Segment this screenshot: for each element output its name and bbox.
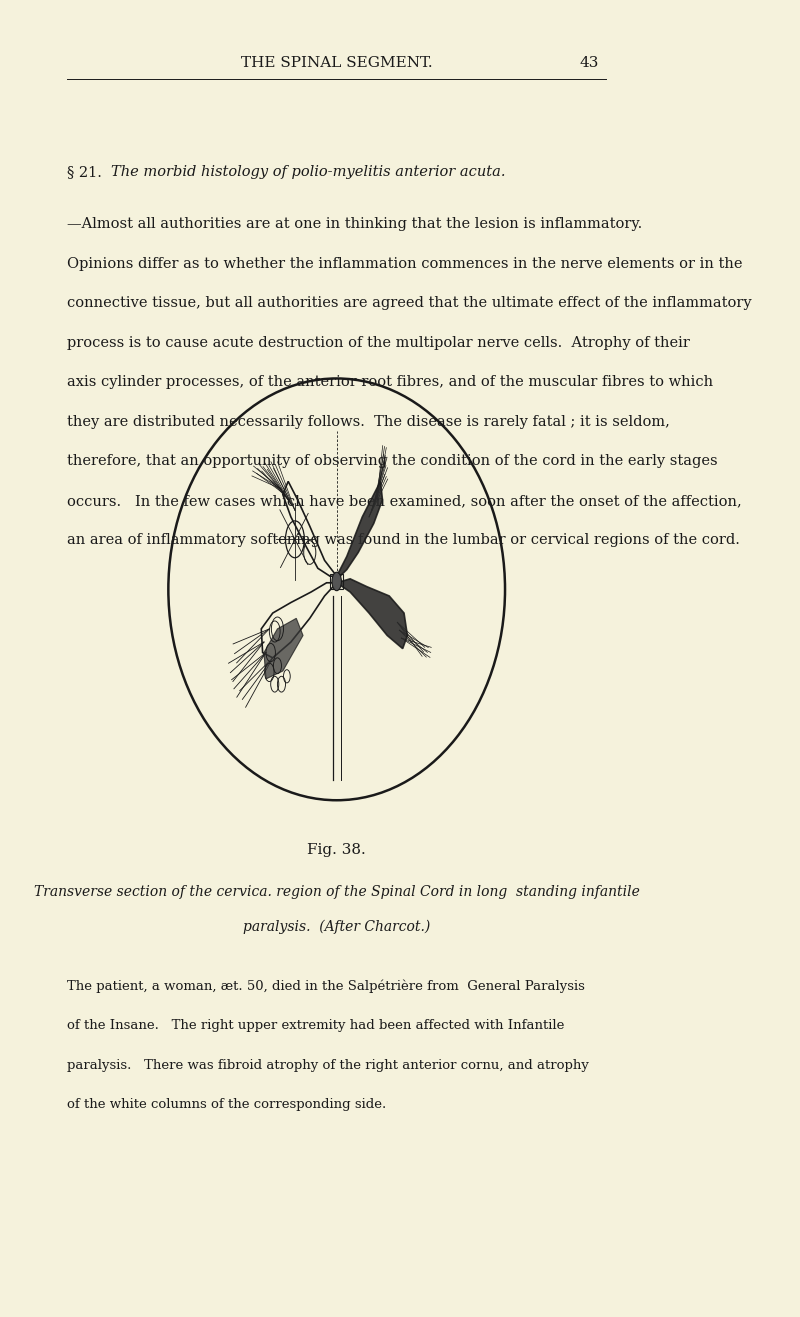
Text: § 21.: § 21. [67, 165, 111, 179]
Text: The morbid histology of polio-myelitis anterior acuta.: The morbid histology of polio-myelitis a… [111, 165, 506, 179]
Text: —Almost all authorities are at one in thinking that the lesion is inflammatory.: —Almost all authorities are at one in th… [67, 217, 642, 232]
Text: connective tissue, but all authorities are agreed that the ultimate effect of th: connective tissue, but all authorities a… [67, 296, 752, 311]
Text: occurs.   In the few cases which have been examined, soon after the onset of the: occurs. In the few cases which have been… [67, 494, 742, 508]
Text: an area of inflammatory softening was found in the lumbar or cervical regions of: an area of inflammatory softening was fo… [67, 533, 740, 548]
Text: they are distributed necessarily follows.  The disease is rarely fatal ; it is s: they are distributed necessarily follows… [67, 415, 670, 429]
Polygon shape [337, 482, 382, 577]
Text: Opinions differ as to whether the inflammation commences in the nerve elements o: Opinions differ as to whether the inflam… [67, 257, 743, 271]
Text: process is to cause acute destruction of the multipolar nerve cells.  Atrophy of: process is to cause acute destruction of… [67, 336, 690, 350]
Text: Fig. 38.: Fig. 38. [307, 843, 366, 857]
Text: paralysis.   There was fibroid atrophy of the right anterior cornu, and atrophy: paralysis. There was fibroid atrophy of … [67, 1059, 590, 1072]
Text: Transverse section of the cervica. region of the Spinal Cord in long  standing i: Transverse section of the cervica. regio… [34, 885, 640, 900]
Polygon shape [337, 579, 407, 649]
Text: of the white columns of the corresponding side.: of the white columns of the correspondin… [67, 1098, 386, 1112]
Ellipse shape [168, 378, 505, 801]
Text: of the Insane.   The right upper extremity had been affected with Infantile: of the Insane. The right upper extremity… [67, 1019, 565, 1033]
Text: 43: 43 [580, 55, 599, 70]
Text: THE SPINAL SEGMENT.: THE SPINAL SEGMENT. [241, 55, 433, 70]
Text: axis cylinder processes, of the anterior root fibres, and of the muscular fibres: axis cylinder processes, of the anterior… [67, 375, 714, 390]
Text: paralysis.  (After Charcot.): paralysis. (After Charcot.) [243, 919, 430, 934]
Polygon shape [264, 619, 303, 680]
Circle shape [332, 572, 342, 591]
Text: The patient, a woman, æt. 50, died in the Salpétrière from  General Paralysis: The patient, a woman, æt. 50, died in th… [67, 980, 586, 993]
Text: therefore, that an opportunity of observing the condition of the cord in the ear: therefore, that an opportunity of observ… [67, 454, 718, 469]
